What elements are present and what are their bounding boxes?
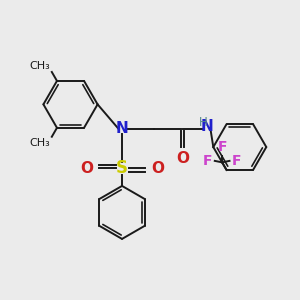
Text: O: O xyxy=(151,161,164,176)
Text: H: H xyxy=(199,116,207,129)
Text: S: S xyxy=(116,159,128,177)
Text: N: N xyxy=(200,119,213,134)
Text: F: F xyxy=(232,154,241,168)
Text: CH₃: CH₃ xyxy=(30,61,50,71)
Text: O: O xyxy=(80,161,93,176)
Text: F: F xyxy=(218,140,227,154)
Text: F: F xyxy=(203,154,213,168)
Text: O: O xyxy=(176,152,189,166)
Text: CH₃: CH₃ xyxy=(30,138,50,148)
Text: N: N xyxy=(116,121,128,136)
